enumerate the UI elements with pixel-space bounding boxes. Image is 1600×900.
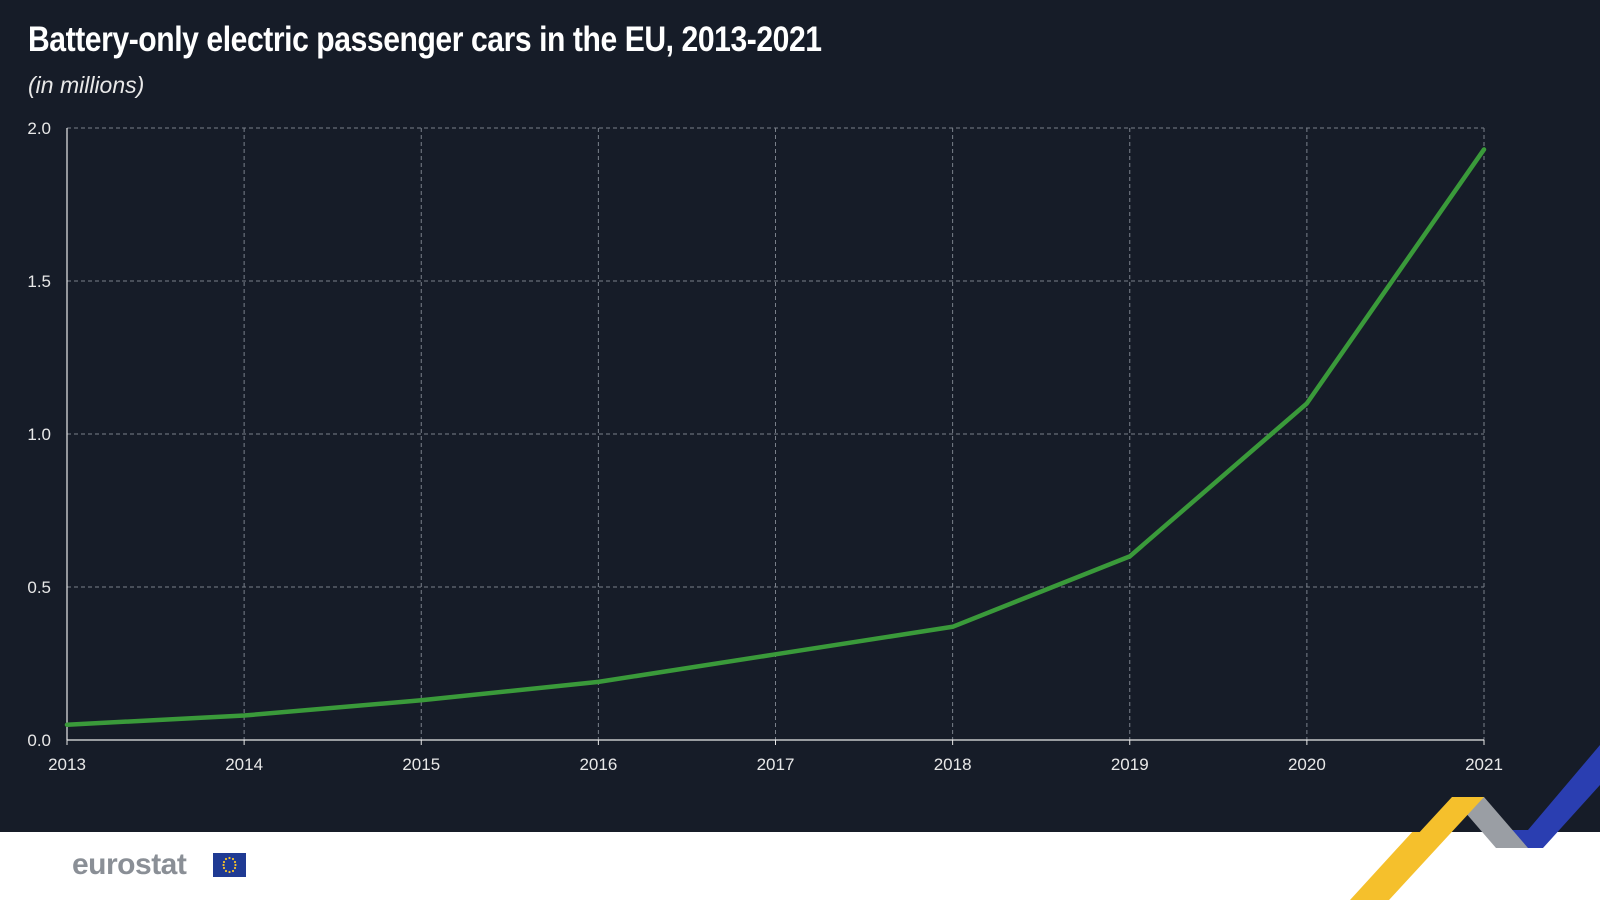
ribbon-yellow bbox=[1350, 832, 1445, 900]
axes bbox=[66, 128, 1485, 745]
x-tick-label: 2013 bbox=[48, 755, 86, 774]
x-tick-label: 2017 bbox=[757, 755, 795, 774]
line-chart: 0.0 0.5 1.0 1.5 2.0 2013 2014 2015 2016 2017 2018 2… bbox=[27, 119, 1503, 774]
x-tick-label: 2014 bbox=[225, 755, 263, 774]
x-tick-label: 2018 bbox=[934, 755, 972, 774]
x-tick-label: 2021 bbox=[1465, 755, 1503, 774]
grid-lines bbox=[67, 127, 1485, 740]
eurostat-logo: eurostat bbox=[72, 848, 187, 881]
series-layer bbox=[64, 147, 1487, 727]
y-tick-label: 0.0 bbox=[27, 731, 51, 750]
chart-title: Battery-only electric passenger cars in … bbox=[28, 20, 822, 59]
chart-subtitle: (in millions) bbox=[28, 72, 145, 98]
x-tick-label: 2016 bbox=[579, 755, 617, 774]
x-tick-label: 2019 bbox=[1111, 755, 1149, 774]
eu-flag-icon bbox=[213, 853, 246, 877]
x-tick-label: 2020 bbox=[1288, 755, 1326, 774]
chart-panel bbox=[0, 0, 1600, 832]
y-tick-label: 0.5 bbox=[27, 578, 51, 597]
y-tick-label: 2.0 bbox=[27, 119, 51, 138]
y-tick-label: 1.5 bbox=[27, 272, 51, 291]
tick-labels: 0.0 0.5 1.0 1.5 2.0 2013 2014 2015 2016 2017 2018 2… bbox=[27, 119, 1503, 774]
x-tick-label: 2015 bbox=[402, 755, 440, 774]
y-tick-label: 1.0 bbox=[27, 425, 51, 444]
